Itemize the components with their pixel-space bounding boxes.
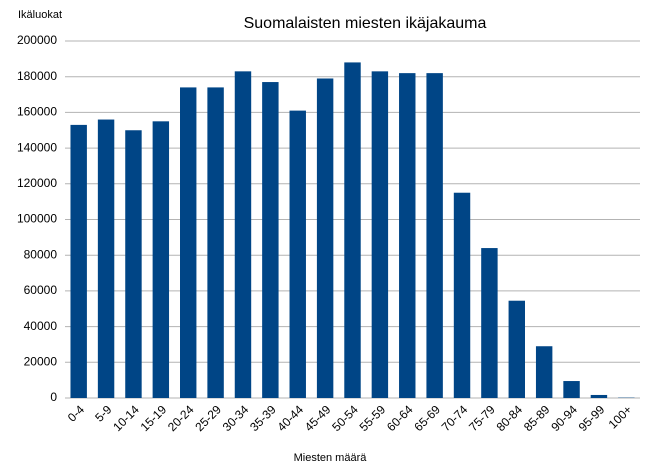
bar: [98, 120, 114, 398]
bar: [481, 248, 497, 398]
y-tick-label: 20000: [24, 354, 58, 368]
bar: [262, 82, 278, 398]
bar: [180, 87, 196, 398]
bar: [563, 381, 579, 398]
y-tick-label: 100000: [17, 212, 57, 226]
bar: [207, 87, 223, 398]
y-tick-label: 40000: [24, 319, 58, 333]
bar: [591, 395, 607, 398]
y-tick-label: 200000: [17, 33, 57, 47]
y-axis-label: Ikäluokat: [18, 9, 62, 21]
bar: [399, 73, 415, 398]
chart-title: Suomalaisten miesten ikäjakauma: [244, 15, 487, 32]
bar: [426, 73, 442, 398]
bar: [235, 71, 251, 398]
bar: [70, 125, 86, 398]
y-tick-label: 160000: [17, 105, 57, 119]
bar: [344, 62, 360, 398]
bar: [125, 130, 141, 398]
x-axis-label: Miesten määrä: [294, 452, 368, 464]
bar: [454, 193, 470, 398]
y-tick-label: 0: [50, 390, 57, 404]
bar: [536, 346, 552, 398]
bar: [317, 78, 333, 398]
bar: [509, 301, 525, 398]
bar: [290, 111, 306, 398]
y-tick-label: 180000: [17, 69, 57, 83]
y-tick-label: 140000: [17, 140, 57, 154]
y-tick-label: 120000: [17, 176, 57, 190]
bar: [153, 121, 169, 398]
y-tick-label: 60000: [24, 283, 58, 297]
y-tick-label: 80000: [24, 247, 58, 261]
bar: [372, 71, 388, 398]
